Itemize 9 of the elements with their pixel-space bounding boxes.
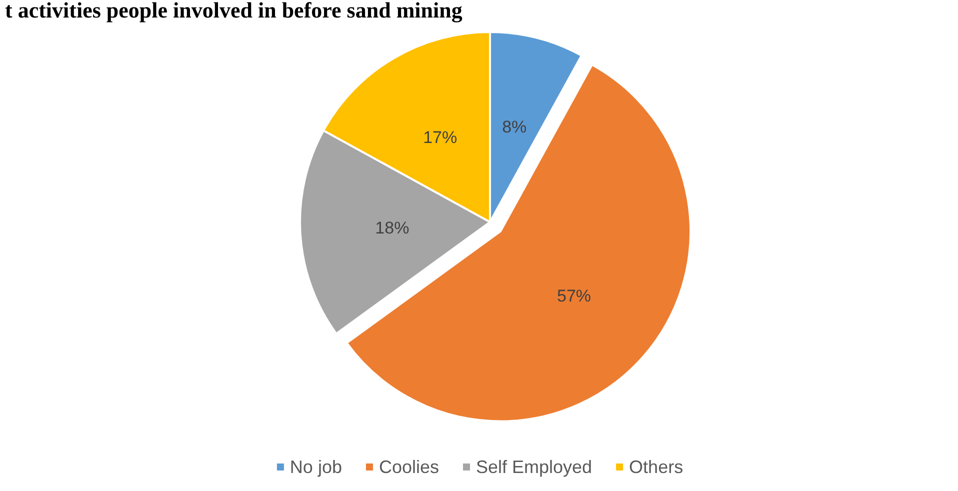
- legend-label: Coolies: [378, 457, 439, 477]
- data-label: 17%: [423, 128, 458, 148]
- data-label: 57%: [556, 286, 592, 306]
- legend-label: Self Employed: [476, 457, 592, 477]
- legend-label: Others: [629, 457, 684, 477]
- legend-label: No job: [290, 457, 342, 477]
- data-label: 18%: [375, 218, 410, 238]
- data-label: 8%: [502, 118, 527, 137]
- chart-title: t activities people involved in before sand mining: [5, 0, 462, 22]
